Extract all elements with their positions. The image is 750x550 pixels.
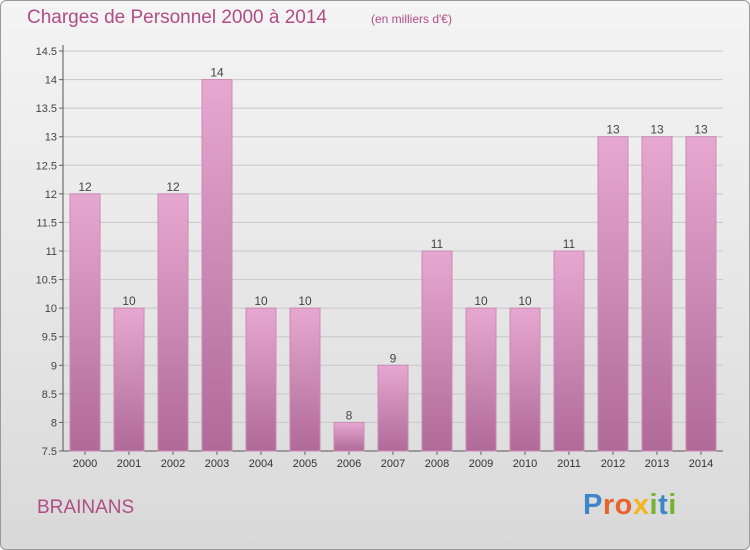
data-label: 12 [166, 180, 180, 194]
bar-2009 [465, 307, 497, 452]
bar-2010 [509, 307, 541, 452]
commune-name: BRAINANS [37, 497, 135, 518]
data-label: 9 [390, 351, 397, 365]
data-label: 10 [122, 294, 136, 308]
bars [69, 79, 717, 452]
bar-2012 [597, 136, 629, 452]
data-label: 10 [298, 294, 312, 308]
data-label: 10 [254, 294, 268, 308]
bar-2011 [553, 250, 585, 452]
y-tick-label: 10 [45, 303, 57, 315]
x-tick-label: 2001 [117, 458, 141, 470]
y-tick-label: 13 [45, 132, 57, 144]
proxiti-logo: Proxiti [583, 489, 677, 522]
y-tick-label: 13.5 [36, 103, 57, 115]
chart-subtitle: (en milliers d'€) [371, 12, 452, 26]
y-tick-label: 8 [51, 417, 57, 429]
x-tick-label: 2014 [689, 458, 713, 470]
y-tick-label: 12 [45, 189, 57, 201]
logo-letter: P [583, 489, 603, 521]
y-tick-label: 12.5 [36, 160, 57, 172]
chart-title: Charges de Personnel 2000 à 2014 [27, 7, 328, 28]
y-tick-label: 14.5 [36, 46, 57, 58]
y-tick-label: 14 [45, 75, 57, 87]
bar-2007 [377, 364, 409, 452]
x-tick-label: 2002 [161, 458, 185, 470]
bar-2003 [201, 79, 233, 452]
x-tick-label: 2006 [337, 458, 361, 470]
x-tick-label: 2004 [249, 458, 273, 470]
bar-2013 [641, 136, 673, 452]
bar-2004 [245, 307, 277, 452]
bar-2002 [157, 193, 189, 452]
data-label: 13 [650, 123, 664, 137]
data-label: 13 [606, 123, 620, 137]
logo-letter: x [632, 489, 650, 521]
data-label: 10 [518, 294, 532, 308]
bar-2008 [421, 250, 453, 452]
logo-letter: i [649, 489, 659, 521]
x-tick-label: 2007 [381, 458, 405, 470]
data-label: 14 [210, 66, 224, 80]
y-tick-label: 11.5 [36, 217, 57, 229]
data-labels: 12 10 12 14 10 10 8 9 11 10 10 11 13 13 13 [78, 66, 708, 423]
y-tick-label: 8.5 [42, 389, 57, 401]
y-tick-label: 7.5 [42, 446, 57, 458]
bar-2000 [69, 193, 101, 452]
x-tick-label: 2012 [601, 458, 625, 470]
logo-letter: t [658, 489, 669, 521]
bar-2001 [113, 307, 145, 452]
data-label: 11 [431, 237, 444, 251]
bar-2006 [333, 421, 365, 452]
x-tick-label: 2003 [205, 458, 229, 470]
data-label: 13 [694, 123, 708, 137]
y-tick-label: 9 [51, 360, 57, 372]
y-tick-label: 9.5 [42, 332, 57, 344]
x-tick-label: 2010 [513, 458, 537, 470]
data-label: 11 [563, 237, 576, 251]
data-label: 12 [78, 180, 92, 194]
y-tick-label: 10.5 [36, 275, 57, 287]
x-tick-label: 2011 [557, 458, 581, 470]
logo-letter: i [668, 489, 677, 521]
bar-2005 [289, 307, 321, 452]
x-tick-label: 2009 [469, 458, 493, 470]
x-tick-label: 2013 [645, 458, 669, 470]
y-tick-label: 11 [46, 246, 57, 258]
bar-2014 [685, 136, 717, 452]
data-label: 10 [474, 294, 488, 308]
logo-letter: o [614, 489, 633, 521]
x-tick-label: 2000 [73, 458, 97, 470]
logo-letter: r [602, 489, 615, 521]
x-tick-label: 2008 [425, 458, 449, 470]
x-tick-label: 2005 [293, 458, 317, 470]
data-label: 8 [346, 408, 353, 422]
